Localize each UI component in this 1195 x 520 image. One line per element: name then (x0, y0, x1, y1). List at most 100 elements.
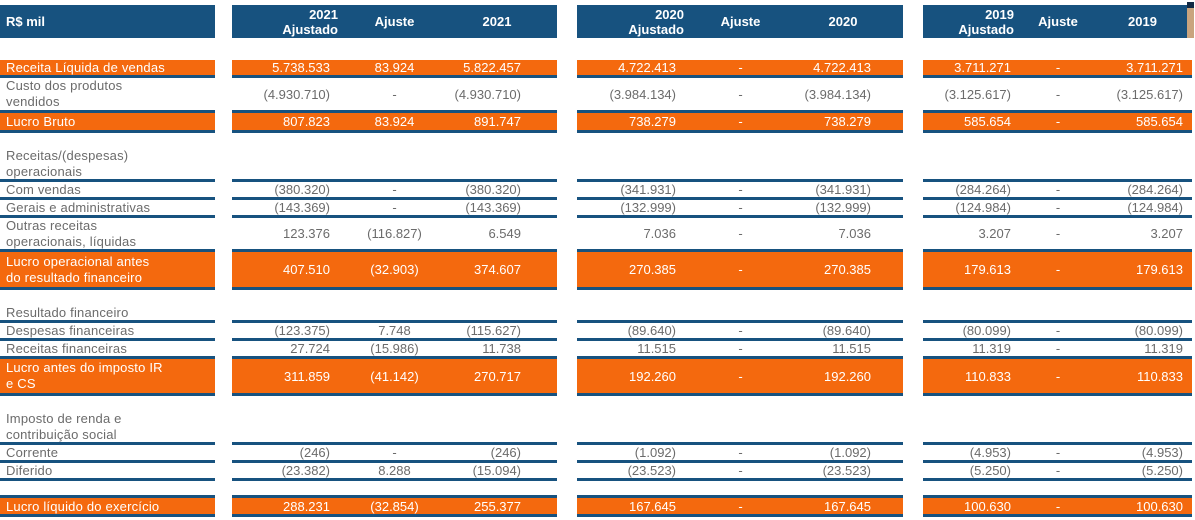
val-2021-ajuste: 8.288 (352, 463, 437, 481)
col-header-2021-ajustado: 2021 Ajustado (232, 5, 352, 38)
val-2020-ajuste: - (698, 78, 783, 113)
val-2019: (284.264) (1093, 182, 1192, 200)
value-cell-empty (783, 411, 903, 445)
val-2021-ajuste: - (352, 182, 437, 200)
column-gap (215, 182, 232, 200)
section-label: Imposto de renda e contribuição social (0, 411, 215, 445)
val-2019-ajustado: 3.207 (923, 218, 1023, 252)
column-gap (557, 218, 577, 252)
column-gap (903, 305, 923, 323)
row-label: Lucro líquido do exercício (0, 495, 215, 517)
table-row-custo-produtos: Custo dos produtos vendidos (4.930.710) … (0, 78, 1195, 113)
row-label: Com vendas (0, 182, 215, 200)
val-2021: 270.717 (437, 359, 557, 396)
val-2020-ajustado: (132.999) (577, 200, 698, 218)
value-cell-empty (1023, 148, 1093, 182)
val-2019-ajustado: (124.984) (923, 200, 1023, 218)
val-2019-ajuste: - (1023, 252, 1093, 290)
value-cell-empty (577, 411, 698, 445)
row-label: Lucro Bruto (0, 113, 215, 133)
section-gap (0, 133, 1195, 148)
val-2019: 3.711.271 (1093, 60, 1192, 78)
col-header-2021: 2021 (437, 5, 557, 38)
val-2021-ajustado: 27.724 (232, 341, 352, 359)
value-cell-empty (232, 148, 352, 182)
column-gap (215, 148, 232, 182)
val-2020-ajustado: 7.036 (577, 218, 698, 252)
val-2020-ajuste: - (698, 200, 783, 218)
val-2020: (341.931) (783, 182, 903, 200)
val-2020: 192.260 (783, 359, 903, 396)
row-label: Lucro operacional antes do resultado fin… (0, 252, 215, 290)
val-2021: (246) (437, 445, 557, 463)
val-2019: 179.613 (1093, 252, 1192, 290)
column-gap (557, 182, 577, 200)
value-cell-empty (232, 411, 352, 445)
column-gap (215, 495, 232, 517)
val-2019: (4.953) (1093, 445, 1192, 463)
column-gap (903, 463, 923, 481)
table-row-receita-liquida: Receita Líquida de vendas 5.738.533 83.9… (0, 60, 1195, 78)
column-gap (903, 5, 923, 38)
table-row-diferido: Diferido (23.382) 8.288 (15.094) (23.523… (0, 463, 1195, 481)
val-2020: 7.036 (783, 218, 903, 252)
column-gap (903, 200, 923, 218)
val-2020-ajuste: - (698, 252, 783, 290)
column-gap (903, 495, 923, 517)
val-2019-ajustado: (5.250) (923, 463, 1023, 481)
value-cell-empty (352, 148, 437, 182)
table-row-lucro-liquido: Lucro líquido do exercício 288.231 (32.8… (0, 495, 1195, 517)
value-cell-empty (1093, 148, 1192, 182)
column-gap (903, 218, 923, 252)
col-header-2020: 2020 (783, 5, 903, 38)
val-2019-ajustado: 585.654 (923, 113, 1023, 133)
year-label: 2020 (655, 6, 684, 22)
section-gap (0, 481, 1195, 495)
val-2021: (143.369) (437, 200, 557, 218)
section-gap (0, 396, 1195, 411)
val-2020: (89.640) (783, 323, 903, 341)
val-2019-ajuste: - (1023, 200, 1093, 218)
val-2019-ajustado: (284.264) (923, 182, 1023, 200)
column-gap (903, 341, 923, 359)
val-2020-ajustado: 167.645 (577, 495, 698, 517)
val-2019-ajustado: 179.613 (923, 252, 1023, 290)
value-cell-empty (437, 305, 557, 323)
column-gap (903, 182, 923, 200)
val-2019: (3.125.617) (1093, 78, 1192, 113)
value-cell-empty (437, 148, 557, 182)
column-gap (215, 78, 232, 113)
column-gap (903, 445, 923, 463)
column-gap (557, 359, 577, 396)
column-gap (557, 323, 577, 341)
value-cell-empty (577, 305, 698, 323)
column-gap (903, 78, 923, 113)
val-2019: (124.984) (1093, 200, 1192, 218)
val-2021-ajustado: 288.231 (232, 495, 352, 517)
row-label: Diferido (0, 463, 215, 481)
row-label: Receitas financeiras (0, 341, 215, 359)
column-gap (215, 60, 232, 78)
column-gap (557, 411, 577, 445)
val-2020: (132.999) (783, 200, 903, 218)
table-row-lucro-bruto: Lucro Bruto 807.823 83.924 891.747 738.2… (0, 113, 1195, 133)
val-2020: (3.984.134) (783, 78, 903, 113)
val-2020-ajuste: - (698, 445, 783, 463)
year-label: 2019 (985, 6, 1014, 22)
val-2019-ajuste: - (1023, 359, 1093, 396)
section-label: Resultado financeiro (0, 305, 215, 323)
val-2020-ajuste: - (698, 341, 783, 359)
val-2019-ajuste: - (1023, 463, 1093, 481)
val-2021: 255.377 (437, 495, 557, 517)
val-2019-ajuste: - (1023, 60, 1093, 78)
column-gap (215, 5, 232, 38)
val-2020-ajustado: (3.984.134) (577, 78, 698, 113)
column-gap (903, 113, 923, 133)
val-2019-ajuste: - (1023, 182, 1093, 200)
value-cell-empty (437, 411, 557, 445)
column-gap (215, 252, 232, 290)
val-2020: (23.523) (783, 463, 903, 481)
row-label: Despesas financeiras (0, 323, 215, 341)
table-row-outras-receitas: Outras receitas operacionais, líquidas 1… (0, 218, 1195, 252)
